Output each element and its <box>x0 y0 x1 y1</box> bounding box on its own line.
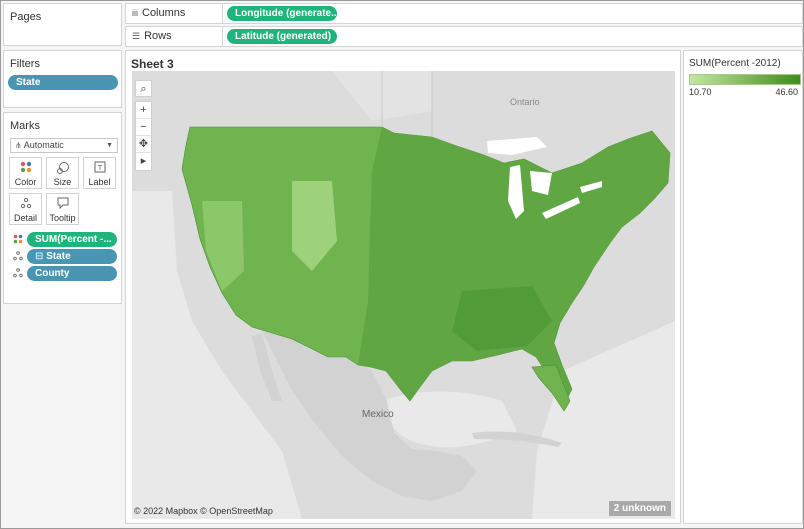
map-label-ontario: Ontario <box>510 97 540 107</box>
marks-title: Marks <box>10 120 40 132</box>
pages-card[interactable]: Pages <box>3 3 122 46</box>
mark-type-value: Automatic <box>23 140 64 150</box>
marks-field-state-label: State <box>46 251 71 262</box>
size-button-label: Size <box>53 177 72 187</box>
marks-field-state[interactable]: ⊟ State <box>27 249 117 264</box>
color-button-label: Color <box>14 177 37 187</box>
legend-min-value: 10.70 <box>689 87 712 97</box>
rows-label-text: Rows <box>144 30 172 42</box>
filters-title: Filters <box>10 58 40 70</box>
marks-field-sum-percent[interactable]: SUM(Percent -... <box>27 232 117 247</box>
columns-icon: iii <box>132 8 138 18</box>
detail-icon <box>13 251 25 263</box>
map-canvas <box>132 71 675 519</box>
cuba-land <box>472 431 562 447</box>
southeast-counties <box>452 286 552 351</box>
sheet-title: Sheet 3 <box>131 57 174 71</box>
rows-pill-latitude[interactable]: Latitude (generated) <box>227 29 337 44</box>
map-view[interactable]: Ontario Mexico ⌕ + − ✥ ▸ © 2022 Mapbox ©… <box>132 71 675 519</box>
label-button-label: Label <box>88 177 111 187</box>
border-lines <box>381 71 433 137</box>
columns-shelf-label: iii Columns <box>126 4 223 23</box>
lake-huron <box>530 171 552 195</box>
atlantic-ocean <box>532 321 675 519</box>
color-legend[interactable]: SUM(Percent -2012) 10.70 46.60 <box>683 50 803 524</box>
map-zoom-controls: + − ✥ ▸ <box>135 101 152 171</box>
mexico-land <box>262 331 477 501</box>
filters-card[interactable]: Filters State <box>3 50 122 108</box>
color-button[interactable]: Color <box>9 157 42 189</box>
rows-icon: ☰ <box>132 31 141 41</box>
rows-shelf-label: ☰ Rows <box>126 27 223 46</box>
columns-pill-longitude[interactable]: Longitude (generate.. <box>227 6 337 21</box>
size-icon <box>47 161 78 177</box>
baja-land <box>252 333 282 401</box>
color-icon <box>10 161 41 177</box>
columns-shelf[interactable]: iii Columns Longitude (generate.. <box>125 3 803 24</box>
detail-icon <box>13 268 25 280</box>
map-label-mexico: Mexico <box>362 409 394 420</box>
zoom-out-button[interactable]: − <box>136 119 151 136</box>
legend-title: SUM(Percent -2012) <box>689 58 781 69</box>
mark-type-icon: ⋔ <box>15 141 22 150</box>
eastern-counties <box>358 127 670 401</box>
map-search-control[interactable]: ⌕ <box>135 80 152 98</box>
rows-shelf[interactable]: ☰ Rows Latitude (generated) <box>125 26 803 47</box>
label-button[interactable]: T Label <box>83 157 116 189</box>
tooltip-icon <box>47 197 78 213</box>
legend-color-ramp <box>689 74 801 85</box>
unknown-indicator[interactable]: 2 unknown <box>608 501 671 516</box>
chevron-down-icon: ▼ <box>106 142 113 149</box>
svg-text:T: T <box>96 164 102 172</box>
pan-tool-icon[interactable]: ✥ <box>136 136 151 153</box>
lake-michigan <box>508 165 524 219</box>
lake-superior <box>487 137 547 155</box>
tooltip-button-label: Tooltip <box>49 213 76 223</box>
florida-counties[interactable] <box>531 364 571 412</box>
size-button[interactable]: Size <box>46 157 79 189</box>
search-icon[interactable]: ⌕ <box>136 81 151 98</box>
expand-toolbar-icon[interactable]: ▸ <box>140 155 147 167</box>
tooltip-button[interactable]: Tooltip <box>46 193 79 225</box>
detail-button[interactable]: Detail <box>9 193 42 225</box>
worksheet: Sheet 3 <box>125 50 681 524</box>
lake-erie <box>542 197 580 219</box>
marks-field-county[interactable]: County <box>27 266 117 281</box>
pages-title: Pages <box>10 11 42 23</box>
label-icon: T <box>84 161 115 177</box>
zoom-in-button[interactable]: + <box>136 102 151 119</box>
detail-icon <box>10 197 41 213</box>
filter-pill-state[interactable]: State <box>8 75 118 90</box>
map-attribution[interactable]: © 2022 Mapbox © OpenStreetMap <box>134 506 273 516</box>
detail-button-label: Detail <box>13 213 37 223</box>
color-icon <box>13 234 25 246</box>
lake-ontario <box>580 181 602 193</box>
mark-type-dropdown[interactable]: ⋔ Automatic ▼ <box>10 138 118 153</box>
columns-label-text: Columns <box>142 7 186 19</box>
pacific-ocean <box>132 191 302 519</box>
marks-card: Marks ⋔ Automatic ▼ Color Size T Label <box>3 112 122 304</box>
rocky-mountain-counties <box>292 181 337 271</box>
west-coast-counties <box>202 201 244 291</box>
legend-max-value: 46.60 <box>775 87 798 97</box>
collapse-icon: ⊟ <box>35 251 47 262</box>
